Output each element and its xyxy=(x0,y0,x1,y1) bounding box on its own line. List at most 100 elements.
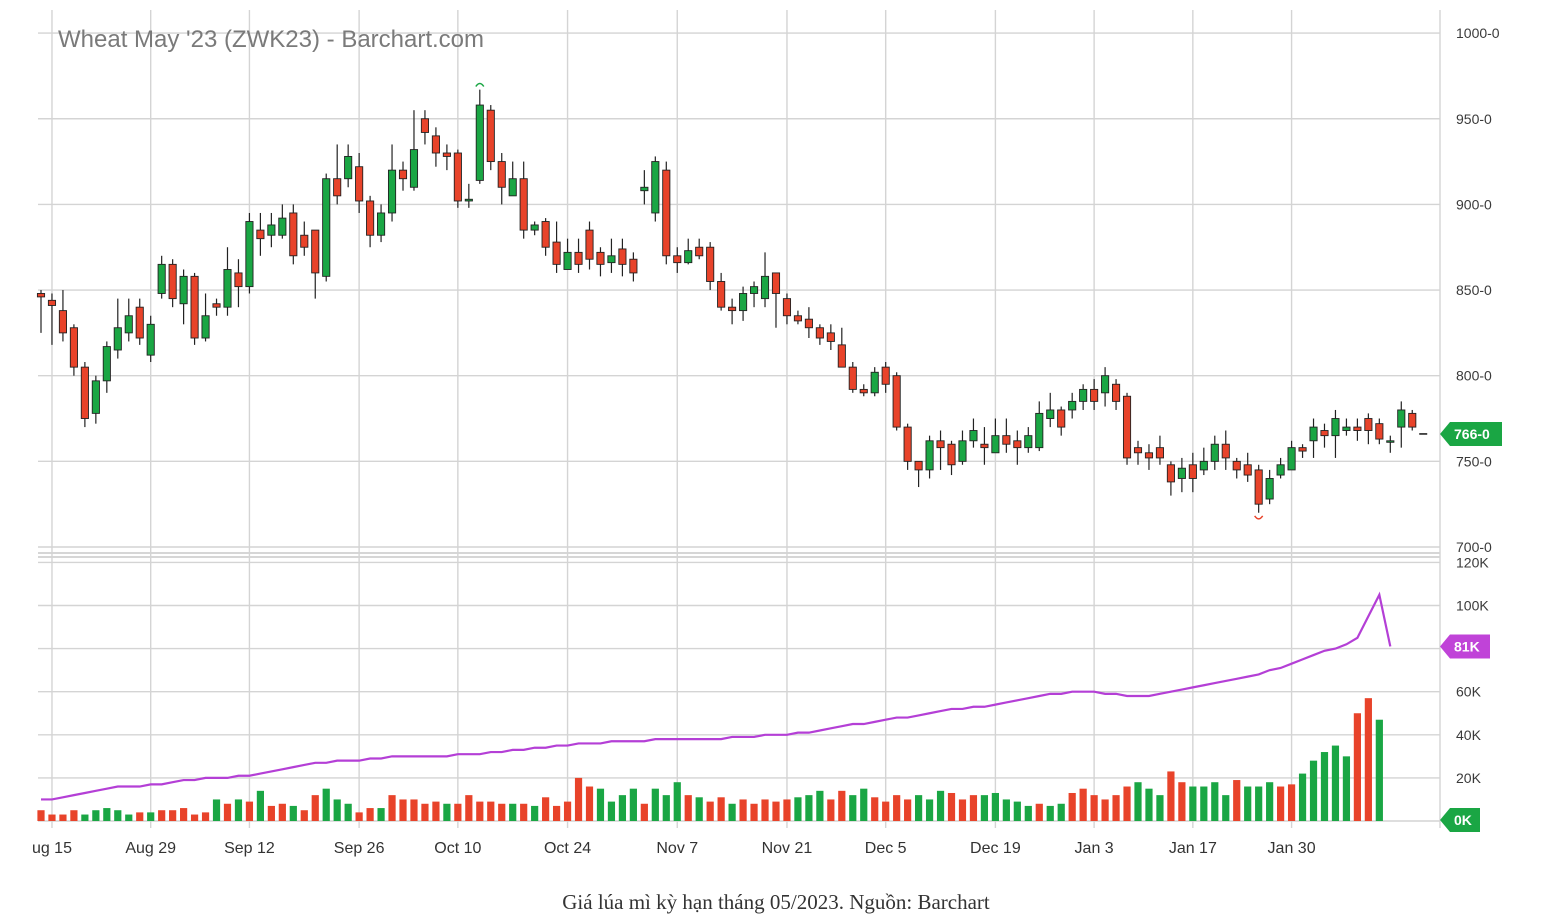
candle-body xyxy=(113,327,122,351)
volume-bar xyxy=(947,792,956,821)
candle-body xyxy=(1265,478,1274,500)
volume-bar xyxy=(344,803,352,821)
candle-body xyxy=(695,246,704,257)
candle-body xyxy=(1079,388,1088,402)
candle-body xyxy=(157,263,166,294)
volume-bar xyxy=(1112,795,1120,821)
volume-bar xyxy=(1134,782,1142,821)
volume-bar xyxy=(717,797,725,821)
candle-body xyxy=(234,272,243,288)
candle-body xyxy=(1397,409,1406,428)
price-tick-label: 800-0 xyxy=(1456,368,1492,384)
volume-bar xyxy=(1331,745,1340,821)
volume-bar xyxy=(794,797,802,821)
candle-body xyxy=(892,375,901,428)
candle-body xyxy=(1046,409,1055,419)
volume-tick-label: 20K xyxy=(1456,770,1482,786)
candle-body xyxy=(782,298,792,317)
candle-body xyxy=(1144,452,1154,459)
volume-bar xyxy=(190,814,199,821)
volume-bar xyxy=(542,797,550,821)
volume-tick-label: 120K xyxy=(1456,554,1489,570)
candle-body xyxy=(563,251,572,270)
candle-body xyxy=(903,426,912,462)
volume-bar xyxy=(465,795,473,821)
chart-grid xyxy=(38,10,1441,828)
volume-bar xyxy=(1309,760,1318,821)
period-low-marker xyxy=(1254,515,1264,520)
volume-tick-label: 40K xyxy=(1456,727,1482,743)
open-interest-label: 81K xyxy=(1454,638,1480,654)
volume-bar xyxy=(1277,786,1285,821)
candle-body xyxy=(442,152,451,157)
candle-body xyxy=(168,263,177,300)
volume-bar xyxy=(322,788,330,821)
axis-labels: 1000-0 950-0 900-0 850-0 800-0 750-0 700-0120K… xyxy=(32,25,1500,857)
price-tick-label: 1000-0 xyxy=(1456,25,1500,41)
volume-bar xyxy=(673,782,681,821)
candle-body xyxy=(80,366,89,419)
volume-bar xyxy=(585,786,594,821)
volume-bar xyxy=(1375,719,1383,821)
volume-bar xyxy=(410,799,418,821)
candle-body xyxy=(552,241,561,265)
volume-bar xyxy=(311,795,319,821)
volume-bar xyxy=(860,788,868,821)
volume-bar xyxy=(596,788,605,821)
volume-bar xyxy=(739,799,747,821)
candle-body xyxy=(256,229,265,240)
volume-bar xyxy=(443,803,451,821)
candle-body xyxy=(519,178,528,231)
candle-body xyxy=(420,118,430,133)
volume-bar xyxy=(1320,752,1329,821)
candle-body xyxy=(398,169,408,180)
candle-body xyxy=(969,430,978,442)
volume-bar xyxy=(882,801,890,821)
volume-bar xyxy=(158,810,166,821)
x-tick-label: Oct 24 xyxy=(544,840,591,857)
candle-body xyxy=(179,275,188,305)
candle-body xyxy=(1386,440,1395,443)
candle-body xyxy=(541,221,550,248)
volume-bar xyxy=(1364,698,1372,821)
candle-body xyxy=(881,366,890,385)
volume-bar xyxy=(333,799,341,821)
volume-bar xyxy=(783,799,791,821)
volume-bar xyxy=(498,803,506,821)
volume-bar xyxy=(936,790,945,821)
candle-body xyxy=(837,344,846,368)
candle-body xyxy=(870,371,879,394)
volume-bar xyxy=(136,812,144,821)
candle-body xyxy=(1002,435,1011,445)
volume-bar xyxy=(969,795,978,821)
last-price-tag: 766-0 xyxy=(1440,421,1502,446)
candle-body xyxy=(1057,409,1066,428)
x-tick-label: ug 15 xyxy=(32,840,72,857)
candle-body xyxy=(574,251,583,265)
volume-bar xyxy=(563,801,572,821)
volume-bar xyxy=(267,805,275,821)
candle-body xyxy=(377,212,386,236)
candle-body xyxy=(793,315,802,322)
volume-bar xyxy=(640,803,648,821)
volume-bar xyxy=(871,797,879,821)
volume-bar xyxy=(421,803,429,821)
candle-body xyxy=(673,255,682,264)
volume-bar xyxy=(1255,786,1263,821)
volume-bar xyxy=(838,790,846,821)
volume-bar xyxy=(92,810,100,821)
candle-body xyxy=(387,169,397,214)
volume-bar xyxy=(1035,803,1043,821)
candle-body xyxy=(804,318,813,329)
volume-bar xyxy=(1156,795,1164,821)
volume-bar xyxy=(48,814,56,821)
volume-bar xyxy=(520,803,528,821)
volume-bar xyxy=(169,810,177,821)
candle-body xyxy=(684,250,693,264)
volume-bar xyxy=(1189,786,1197,821)
candle-body xyxy=(453,152,462,202)
candle-body xyxy=(366,200,375,236)
volume-bar xyxy=(1222,795,1230,821)
candle-body xyxy=(289,212,298,257)
period-high-marker xyxy=(475,82,485,87)
